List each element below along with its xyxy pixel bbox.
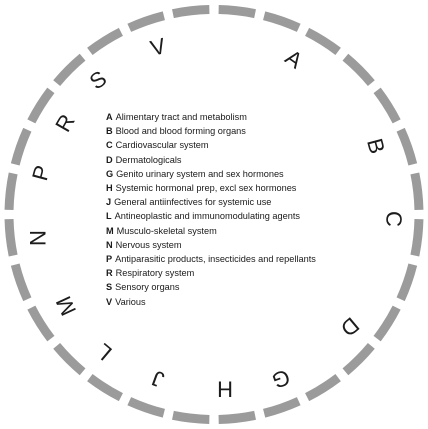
legend-item-m: M Musculo-skeletal system: [106, 224, 328, 238]
legend-code: S: [106, 282, 113, 293]
ring-letter-v: V: [148, 33, 169, 61]
ring-segment: [27, 87, 55, 124]
legend-text: Blood and blood forming organs: [115, 126, 246, 137]
atc-legend: A Alimentary tract and metabolism B Blood a…: [106, 110, 328, 309]
ring-segment: [172, 5, 210, 19]
ring-segment: [127, 11, 166, 32]
legend-code: G: [106, 168, 114, 179]
ring-segment: [396, 263, 418, 302]
legend-code: C: [106, 140, 113, 151]
ring-segment: [262, 397, 301, 418]
legend-item-c: C Cardiovascular system: [106, 138, 328, 152]
ring-segment: [53, 53, 86, 87]
legend-text: Sensory organs: [115, 282, 180, 293]
ring-segment: [373, 87, 401, 124]
ring-letter-a: A: [281, 45, 308, 74]
ring-segment: [410, 218, 424, 257]
ring-letter-b: B: [362, 136, 390, 157]
ring-segment: [262, 11, 301, 32]
legend-item-g: G Genito urinary system and sex hormones: [106, 167, 328, 181]
ring-segment: [410, 172, 424, 211]
legend-text: Alimentary tract and metabolism: [115, 112, 247, 122]
legend-item-a: A Alimentary tract and metabolism: [106, 110, 328, 124]
legend-code: A: [106, 112, 113, 122]
legend-code: L: [106, 211, 112, 222]
legend-code: H: [106, 183, 113, 194]
legend-item-j: J General antiinfectives for systemic use: [106, 195, 328, 209]
legend-code: B: [106, 126, 113, 137]
legend-item-r: R Respiratory system: [106, 266, 328, 280]
ring-segment: [218, 410, 256, 424]
legend-item-n: N Nervous system: [106, 238, 328, 252]
outer-ring: [4, 5, 424, 424]
ring-segment: [87, 374, 123, 402]
legend-code: R: [106, 268, 113, 279]
ring-segment: [10, 263, 32, 302]
ring-letter-j: J: [149, 365, 168, 392]
legend-item-s: S Sensory organs: [106, 280, 328, 294]
legend-text: Musculo-skeletal system: [116, 225, 217, 236]
ring-segment: [396, 127, 418, 166]
ring-letter-r: R: [50, 110, 80, 136]
ring-segment: [218, 5, 256, 19]
ring-letter-s: S: [85, 66, 111, 95]
ring-segment: [373, 305, 401, 342]
legend-code: P: [106, 254, 113, 265]
ring-segment: [172, 410, 210, 424]
ring-segment: [4, 218, 18, 257]
ring-segment: [27, 305, 55, 342]
legend-text: Systemic hormonal prep, excl sex hormone…: [115, 183, 297, 194]
legend-text: Cardiovascular system: [115, 140, 209, 151]
ring-letter-m: M: [51, 292, 81, 319]
ring-segment: [305, 374, 341, 402]
ring-segment: [53, 342, 86, 376]
legend-code: M: [106, 225, 114, 236]
legend-item-p: P Antiparasitic products, insecticides an…: [106, 252, 328, 266]
legend-item-v: V Various: [106, 295, 328, 309]
ring-letter-l: L: [91, 338, 116, 365]
legend-text: Respiratory system: [115, 268, 195, 279]
ring-letter-p: P: [27, 163, 55, 184]
ring-letter-h: H: [217, 377, 233, 402]
legend-text: Antiparasitic products, insecticides and…: [115, 254, 316, 265]
ring-segment: [87, 27, 123, 55]
ring-segment: [4, 172, 18, 211]
ring-letter-g: G: [269, 364, 294, 393]
legend-code: J: [106, 197, 112, 208]
legend-text: Various: [115, 296, 146, 307]
legend-text: Genito urinary system and sex hormones: [116, 168, 284, 179]
legend-item-b: B Blood and blood forming organs: [106, 124, 328, 138]
legend-item-h: H Systemic hormonal prep, excl sex hormon…: [106, 181, 328, 195]
ring-letter-c: C: [381, 211, 407, 228]
legend-item-l: L Antineoplastic and immunomodulating age…: [106, 209, 328, 223]
legend-text: Antineoplastic and immunomodulating agen…: [114, 211, 301, 222]
legend-item-d: D Dermatologicals: [106, 153, 328, 167]
ring-segment: [342, 53, 375, 87]
ring-segment: [342, 342, 375, 376]
ring-segment: [127, 397, 166, 418]
legend-text: Dermatologicals: [115, 154, 182, 165]
legend-code: V: [106, 296, 113, 307]
legend-text: Nervous system: [115, 239, 182, 250]
ring-segment: [10, 127, 32, 166]
legend-text: General antiinfectives for systemic use: [114, 197, 272, 208]
ring-letter-d: D: [336, 312, 364, 341]
ring-letter-n: N: [26, 230, 51, 246]
legend-code: D: [106, 154, 113, 165]
ring-segment: [305, 27, 341, 55]
legend-code: N: [106, 239, 113, 250]
